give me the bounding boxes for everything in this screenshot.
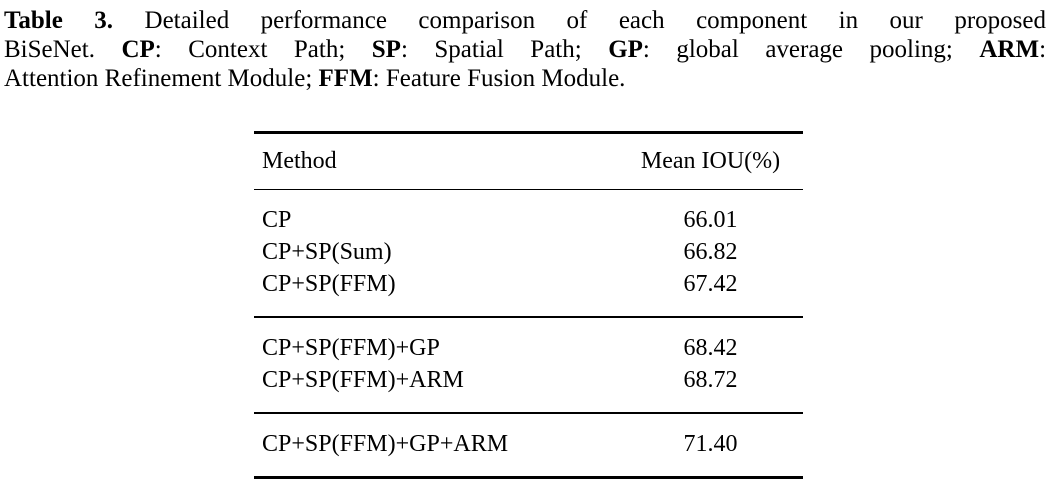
table-header: Method Mean IOU(%)	[254, 133, 803, 190]
method-cell: CP+SP(FFM)+ARM	[262, 367, 464, 393]
method-cell: CP+SP(FFM)	[262, 271, 396, 297]
header-row: Method Mean IOU(%)	[254, 133, 803, 190]
table-row: CP+SP(Sum) 66.82	[254, 236, 803, 268]
caption-text-segment: Attention Refinement Module;	[4, 65, 319, 92]
caption-text-segment: :	[1039, 36, 1047, 63]
caption-bold-segment: CP	[121, 36, 155, 63]
method-cell: CP	[262, 207, 292, 233]
table-group: CP+SP(FFM)+GP 68.42 CP+SP(FFM)+ARM 68.72	[254, 317, 803, 413]
table-group: CP 66.01 CP+SP(Sum) 66.82 CP+SP(FFM) 67.42	[254, 190, 803, 317]
table-row: CP+SP(FFM) 67.42	[254, 268, 803, 317]
table-row: CP+SP(FFM)+ARM 68.72	[254, 364, 803, 413]
caption-line: Attention Refinement Module; FFM: Featur…	[4, 64, 1046, 93]
mean-iou-cell: 68.72	[683, 367, 738, 393]
mean-iou-cell: 68.42	[683, 335, 738, 361]
caption-line: BiSeNet. CP: Context Path; SP: Spatial P…	[4, 35, 1046, 64]
table-row: CP+SP(FFM)+GP+ARM 71.40	[254, 413, 803, 478]
method-cell: CP+SP(Sum)	[262, 239, 392, 265]
mean-iou-cell: 71.40	[683, 431, 738, 457]
caption-text-segment: : Feature Fusion Module.	[372, 65, 626, 92]
mean-iou-cell: 66.82	[683, 239, 738, 265]
mean-iou-cell: 67.42	[683, 271, 738, 297]
method-cell: CP+SP(FFM)+GP+ARM	[262, 431, 509, 457]
caption-bold-segment: SP	[371, 36, 401, 63]
caption-bold-segment: ARM	[979, 36, 1040, 63]
caption-text-segment: : Spatial Path;	[400, 36, 609, 63]
table-caption: Table 3. Detailed performance comparison…	[4, 6, 1046, 93]
caption-text-segment: : global average pooling;	[642, 36, 980, 63]
caption-bold-segment: FFM	[318, 65, 373, 92]
table-group: CP+SP(FFM)+GP+ARM 71.40	[254, 413, 803, 478]
method-cell: CP+SP(FFM)+GP	[262, 335, 440, 361]
caption-text-segment: Detailed performance comparison of each …	[113, 7, 1047, 34]
table-row: CP 66.01	[254, 190, 803, 237]
caption-line: Table 3. Detailed performance comparison…	[4, 6, 1046, 35]
caption-text-segment: : Context Path;	[154, 36, 372, 63]
caption-bold-segment: Table 3.	[4, 7, 114, 34]
results-table: Method Mean IOU(%) CP 66.01 CP+SP(Sum) 66.8…	[254, 131, 803, 479]
mean-iou-cell: 66.01	[683, 207, 738, 233]
caption-text-segment: BiSeNet.	[4, 36, 122, 63]
column-header-mean-iou: Mean IOU(%)	[640, 148, 781, 174]
caption-bold-segment: GP	[608, 36, 643, 63]
column-header-method: Method	[262, 148, 337, 174]
table-row: CP+SP(FFM)+GP 68.42	[254, 317, 803, 364]
